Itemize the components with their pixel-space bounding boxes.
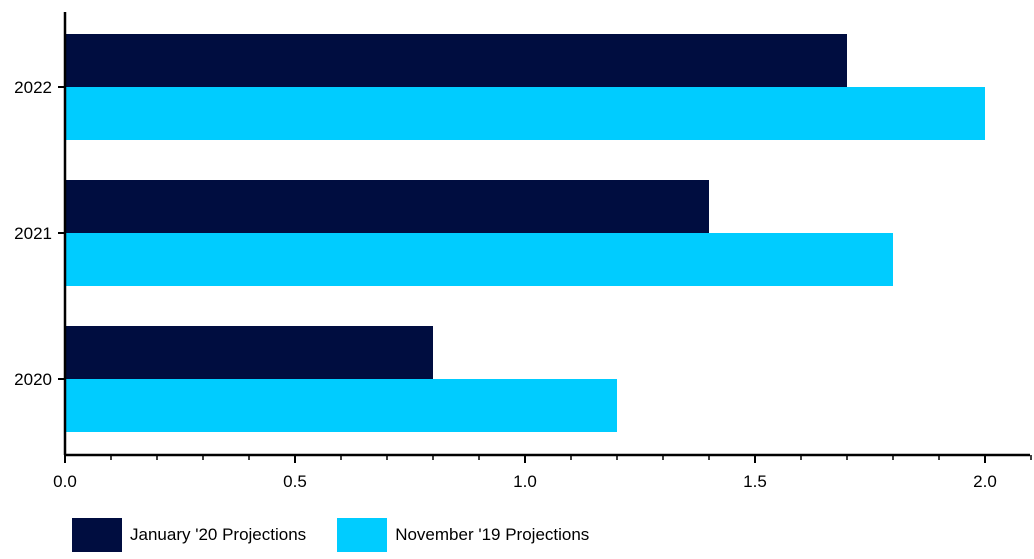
y-tick-label: 2021 (14, 224, 52, 243)
x-tick-label: 0.5 (283, 472, 307, 491)
bar-chart: 2020 2021 2022 0.0 0.5 1.0 1.5 2.0 (14, 12, 1032, 491)
bar-january-2020 (65, 326, 433, 379)
legend-item-january: January '20 Projections (72, 518, 306, 552)
bars-group (65, 34, 985, 432)
x-tick-label: 2.0 (973, 472, 997, 491)
bar-january-2021 (65, 180, 709, 233)
legend-label-november: November '19 Projections (395, 525, 590, 544)
bar-november-2020 (65, 379, 617, 432)
x-axis-ticks: 0.0 0.5 1.0 1.5 2.0 (53, 455, 1032, 491)
y-axis-ticks: 2020 2021 2022 (14, 78, 65, 389)
legend-swatch-january (72, 518, 122, 552)
x-tick-label: 1.0 (513, 472, 537, 491)
legend-label-january: January '20 Projections (130, 525, 307, 544)
legend: January '20 Projections November '19 Pro… (72, 518, 620, 552)
y-tick-label: 2020 (14, 370, 52, 389)
x-tick-label: 1.5 (743, 472, 767, 491)
legend-swatch-november (337, 518, 388, 552)
bar-january-2022 (65, 34, 847, 87)
bar-november-2022 (65, 87, 985, 140)
y-tick-label: 2022 (14, 78, 52, 97)
x-tick-label: 0.0 (53, 472, 77, 491)
legend-item-november: November '19 Projections (337, 518, 589, 552)
bar-november-2021 (65, 233, 893, 286)
